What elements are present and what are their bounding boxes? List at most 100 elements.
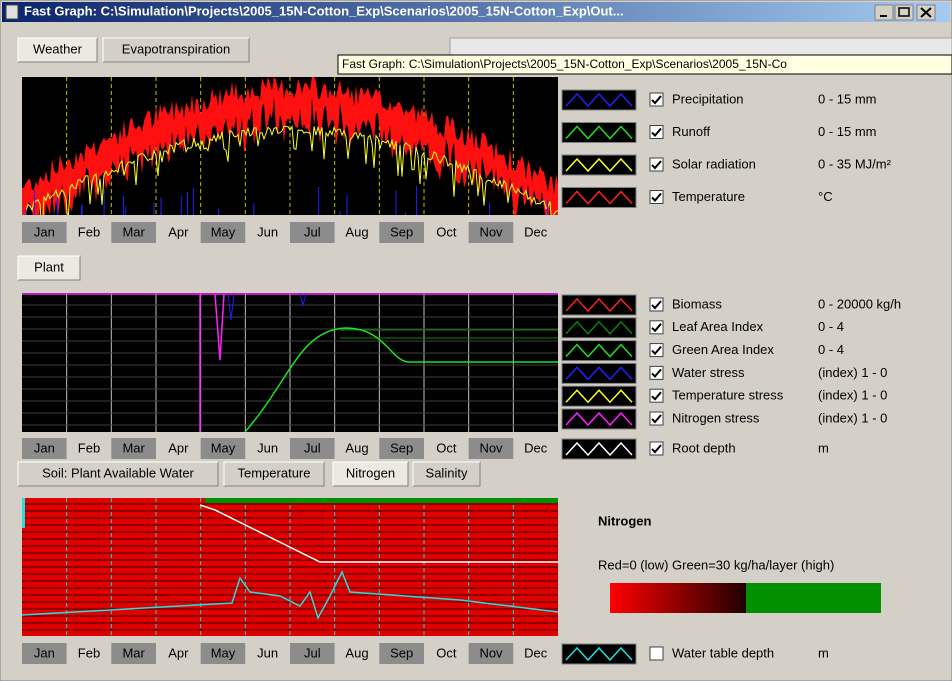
swatch-line: [565, 125, 633, 140]
month-label: Jun: [257, 645, 278, 660]
checkbox[interactable]: [649, 411, 664, 426]
minimize[interactable]: [874, 4, 894, 21]
legend-label: Solar radiation: [672, 156, 756, 171]
month-cell: [334, 643, 380, 664]
checkbox[interactable]: [649, 190, 664, 204]
checkbox[interactable]: [649, 365, 664, 380]
tab-shade: [17, 37, 97, 62]
swatch: [561, 317, 637, 339]
legend-label: Leaf Area Index: [672, 319, 764, 334]
legend-range: m: [818, 440, 829, 455]
month-label: Mar: [122, 224, 145, 239]
month-label: Aug: [345, 440, 368, 455]
legend-range: (index) 1 - 0: [818, 388, 887, 403]
tab[interactable]: [17, 255, 81, 281]
tab[interactable]: [412, 461, 481, 487]
swatch-line: [565, 646, 633, 662]
month-cell: [468, 222, 514, 243]
swatch: [561, 643, 637, 665]
window-title: Fast Graph: C:\Simulation\Projects\2005_…: [24, 3, 624, 18]
water-stress: [227, 293, 307, 321]
tab-label: Weather: [33, 41, 83, 56]
month-label: Feb: [78, 224, 100, 239]
month-cell: [379, 643, 424, 664]
legend-range: 0 - 20000 kg/h: [818, 296, 901, 311]
legend-label: Precipitation: [672, 91, 744, 106]
checkbox[interactable]: [649, 157, 664, 172]
month-label: Nov: [479, 224, 503, 239]
swatch: [561, 154, 637, 176]
checkbox[interactable]: [649, 297, 664, 312]
swatch-line: [565, 92, 633, 108]
swatch-line: [565, 389, 633, 404]
month-cell: [245, 222, 290, 243]
month-label: Feb: [78, 440, 100, 455]
month-label: Jan: [34, 224, 55, 239]
month-cell: [513, 222, 558, 243]
month-label: Dec: [524, 440, 548, 455]
tooltip-text: Fast Graph: C:\Simulation\Projects\2005_…: [342, 57, 787, 71]
swatch: [561, 385, 637, 407]
checkmark: [651, 300, 662, 310]
legend-range: 0 - 15 mm: [818, 91, 877, 106]
month-label: Nov: [479, 645, 503, 660]
swatch: [561, 340, 637, 362]
water-table: [22, 570, 558, 620]
tab[interactable]: [17, 461, 219, 487]
nitrogen-scale: Red=0 (low) Green=30 kg/ha/layer (high): [598, 557, 834, 572]
left-marker: [22, 498, 25, 528]
month-cell: [513, 438, 558, 459]
green-area: [244, 327, 558, 432]
temperature-band: [22, 77, 558, 215]
month-cell: [468, 438, 514, 459]
legend-label: Green Area Index: [672, 342, 774, 357]
checkmark: [651, 127, 662, 137]
month-cell: [66, 643, 112, 664]
checkmark: [651, 368, 662, 378]
tab[interactable]: [223, 461, 325, 487]
tab-label: Temperature: [238, 465, 311, 480]
legend-range: 0 - 4: [818, 319, 844, 334]
swatch: [561, 362, 637, 384]
legend-range: m: [818, 645, 829, 660]
month-cell: [424, 222, 469, 243]
month-cell: [245, 438, 290, 459]
month-label: Oct: [436, 224, 457, 239]
month-label: Mar: [122, 440, 145, 455]
swatch-line: [565, 441, 633, 457]
month-cell: [379, 222, 424, 243]
swatch: [561, 89, 637, 111]
checkbox[interactable]: [649, 343, 664, 358]
window-buttons[interactable]: [874, 4, 936, 21]
swatch-line: [565, 157, 633, 173]
checkbox[interactable]: [649, 441, 664, 456]
checkbox[interactable]: [649, 388, 664, 403]
checkbox[interactable]: [649, 92, 664, 107]
legend-label: Temperature: [672, 189, 745, 204]
legend-label: Temperature stress: [672, 388, 784, 403]
tab-shade: [223, 461, 324, 486]
month-label: Aug: [345, 224, 368, 239]
swatch-line: [565, 297, 633, 313]
checkbox[interactable]: [649, 125, 664, 139]
close-icon: [920, 7, 932, 18]
tab-label: Plant: [34, 259, 64, 274]
month-label: Dec: [524, 224, 548, 239]
month-label: Jul: [304, 440, 321, 455]
checkbox[interactable]: [649, 646, 664, 661]
checkmark: [651, 95, 662, 105]
month-cell: [290, 222, 335, 243]
tab-label: Evapotranspiration: [122, 41, 230, 56]
green-patch: [205, 498, 558, 503]
swatch-line: [565, 411, 633, 427]
soil-traces: [22, 498, 558, 636]
tab[interactable]: [102, 37, 250, 63]
month-cell: [111, 643, 156, 664]
month-cell: [245, 643, 290, 664]
app-icon: [5, 4, 19, 20]
root-depth: [199, 504, 558, 563]
maximize-icon: [898, 7, 910, 17]
month-cell: [424, 438, 469, 459]
month-cell: [334, 438, 380, 459]
checkbox[interactable]: [649, 320, 664, 335]
